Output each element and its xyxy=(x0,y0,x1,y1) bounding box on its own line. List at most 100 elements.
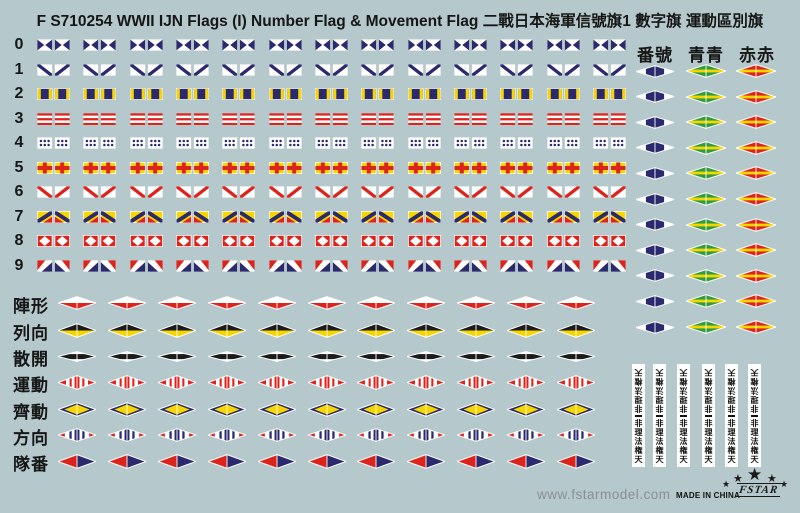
signal-pennant-banhao xyxy=(636,166,674,180)
number-flag-d4 xyxy=(546,137,580,149)
number-flag-d9 xyxy=(407,260,441,272)
number-flag-d5 xyxy=(315,161,348,174)
banner-strip: 非理法権天 非理法権天 xyxy=(653,364,666,467)
number-flag-d6 xyxy=(407,186,441,198)
number-flag-d1 xyxy=(222,63,255,76)
signal-pennant-banhao xyxy=(636,64,674,78)
movement-flag-m4 xyxy=(58,374,96,390)
signal-pennant-banhao xyxy=(636,294,674,308)
signal-pennant-qingqing xyxy=(686,166,726,181)
movement-flag-m7 xyxy=(157,453,196,469)
signal-pennant-banhao xyxy=(636,90,674,104)
signal-pennant-qingqing xyxy=(686,217,726,232)
number-flag-d1 xyxy=(407,63,441,76)
signal-pennant-qingqing xyxy=(686,64,726,78)
movement-flag-m1 xyxy=(157,296,196,310)
number-flag-d3 xyxy=(593,112,626,125)
signal-pennant-chichi xyxy=(736,166,776,181)
number-flag-d9 xyxy=(130,260,163,272)
banner-text-bottom: 非理法権天 xyxy=(655,418,664,464)
signal-pennant-banhao xyxy=(636,243,674,257)
signal-pennant-chichi xyxy=(736,140,776,155)
number-flag-d5 xyxy=(222,161,256,174)
movement-flag-m2 xyxy=(107,322,146,338)
banner-text-bottom: 非理法権天 xyxy=(704,418,713,464)
number-flag-d9 xyxy=(315,260,348,272)
movement-flag-m6 xyxy=(58,428,96,442)
movement-flag-m1 xyxy=(58,296,96,310)
number-flag-d8 xyxy=(500,235,534,248)
number-flag-d5 xyxy=(268,161,302,174)
movement-flag-m4 xyxy=(207,374,246,390)
banner-text-bottom: 非理法権天 xyxy=(679,418,688,464)
movement-flag-m3 xyxy=(507,350,546,362)
signal-pennant-chichi xyxy=(736,115,776,130)
movement-flag-m4 xyxy=(307,374,346,390)
signal-pennant-qingqing xyxy=(686,243,726,258)
signal-pennant-banhao xyxy=(636,115,674,129)
number-flag-d6 xyxy=(130,186,163,198)
signal-pennant-banhao xyxy=(636,192,674,206)
number-flag-d5 xyxy=(37,161,70,174)
movement-flag-m6 xyxy=(557,428,595,442)
number-flag-d2 xyxy=(222,88,256,101)
number-flag-d3 xyxy=(37,112,70,125)
number-row-label: 8 xyxy=(14,232,24,250)
number-flag-d3 xyxy=(500,112,533,125)
number-flag-d0 xyxy=(546,39,580,51)
number-flag-d5 xyxy=(361,161,395,174)
number-flag-d7 xyxy=(454,210,487,223)
number-flag-d0 xyxy=(315,39,348,51)
number-flag-d0 xyxy=(361,39,394,51)
movement-flag-m6 xyxy=(257,428,296,442)
movement-flag-m7 xyxy=(207,453,246,469)
signal-pennant-qingqing xyxy=(686,115,726,130)
banner-text-top: 非理法権天 xyxy=(750,367,759,413)
movement-flag-m3 xyxy=(407,350,446,362)
number-flag-d6 xyxy=(222,186,255,198)
number-flag-d3 xyxy=(222,112,255,125)
number-flag-d0 xyxy=(407,39,441,51)
number-flag-d4 xyxy=(268,137,302,149)
movement-flag-m5 xyxy=(557,401,595,417)
number-flag-d5 xyxy=(129,161,163,174)
movement-flag-m7 xyxy=(307,453,346,469)
number-flag-d3 xyxy=(130,112,163,125)
column-header-qingqing: 青青 xyxy=(688,46,724,65)
number-flag-d1 xyxy=(315,63,348,76)
movement-flag-m5 xyxy=(507,401,546,417)
column-header-banhao: 番號 xyxy=(637,46,673,65)
number-flag-d6 xyxy=(454,186,487,198)
number-flag-d7 xyxy=(176,210,209,223)
number-flag-d8 xyxy=(37,235,70,248)
number-flag-d9 xyxy=(500,260,533,272)
banner-text-bottom: 非理法権天 xyxy=(750,418,759,464)
number-flag-d7 xyxy=(222,210,256,223)
number-flag-d4 xyxy=(176,137,209,149)
number-flag-d3 xyxy=(407,112,441,125)
movement-flag-m2 xyxy=(257,322,296,338)
number-row-label: 4 xyxy=(14,134,24,152)
star-icon: ★ xyxy=(767,473,777,485)
movement-flag-m1 xyxy=(257,296,296,310)
movement-flag-m1 xyxy=(207,296,246,310)
number-flag-d6 xyxy=(593,186,626,198)
number-flag-d8 xyxy=(454,235,487,248)
number-flag-d2 xyxy=(176,88,209,101)
movement-flag-m4 xyxy=(457,374,496,390)
number-flag-d3 xyxy=(268,112,302,125)
banner-strip: 非理法権天 非理法権天 xyxy=(725,364,738,467)
number-flag-d6 xyxy=(268,186,302,198)
number-flag-d6 xyxy=(83,186,116,198)
number-flag-d8 xyxy=(315,235,348,248)
number-flag-d1 xyxy=(176,63,209,76)
number-flag-d7 xyxy=(500,210,534,223)
number-flag-d9 xyxy=(37,260,70,272)
signal-pennant-chichi xyxy=(736,192,776,206)
number-flag-d3 xyxy=(454,112,487,125)
number-flag-d7 xyxy=(129,210,163,223)
number-flag-d3 xyxy=(546,112,580,125)
number-flag-d6 xyxy=(361,186,394,198)
movement-flag-m5 xyxy=(257,401,296,417)
movement-flag-m7 xyxy=(107,453,146,469)
